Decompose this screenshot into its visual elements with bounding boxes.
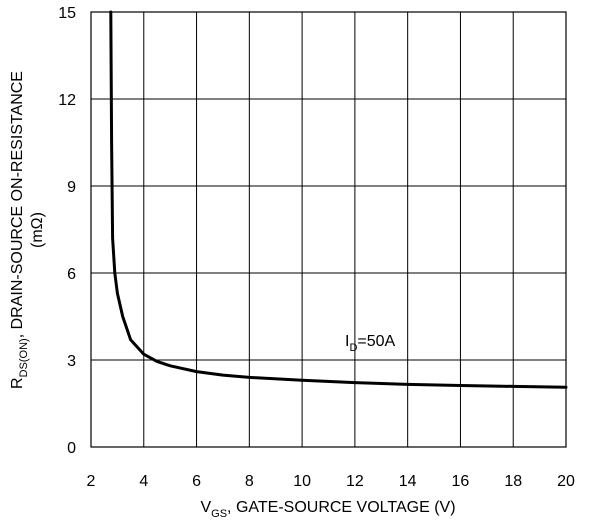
plot-frame (90, 11, 567, 448)
x-tick-label: 14 (399, 473, 417, 490)
y-tick-label: 3 (67, 353, 76, 370)
x-tick-label: 2 (87, 473, 96, 490)
x-tick-label: 8 (245, 473, 254, 490)
x-tick-label: 12 (346, 473, 364, 490)
series-line (109, 10, 568, 389)
y-tick-label: 6 (67, 266, 76, 283)
x-tick-labels: 2 4 6 8 10 12 14 16 18 20 (87, 473, 575, 490)
x-tick-label: 18 (504, 473, 522, 490)
y-tick-label: 9 (67, 179, 76, 196)
plot-area (91, 12, 566, 447)
x-axis-title: VGS, GATE-SOURCE VOLTAGE (V) (200, 499, 455, 520)
y-axis-title: RDS(ON), DRAIN-SOURCE ON-RESISTANCE (9, 71, 30, 389)
x-tick-label: 20 (557, 473, 575, 490)
x-tick-label: 4 (139, 473, 148, 490)
x-tick-label: 6 (192, 473, 201, 490)
y-tick-label: 15 (58, 5, 76, 22)
x-tick-label: 16 (452, 473, 470, 490)
x-tick-label: 10 (293, 473, 311, 490)
y-tick-label: 0 (67, 440, 76, 457)
y-tick-labels: 0 3 6 9 12 15 (58, 5, 76, 457)
annotation-label: ID=50A (345, 333, 396, 354)
y-tick-label: 12 (58, 92, 76, 109)
y-axis-title-unit: (mΩ) (29, 212, 46, 248)
